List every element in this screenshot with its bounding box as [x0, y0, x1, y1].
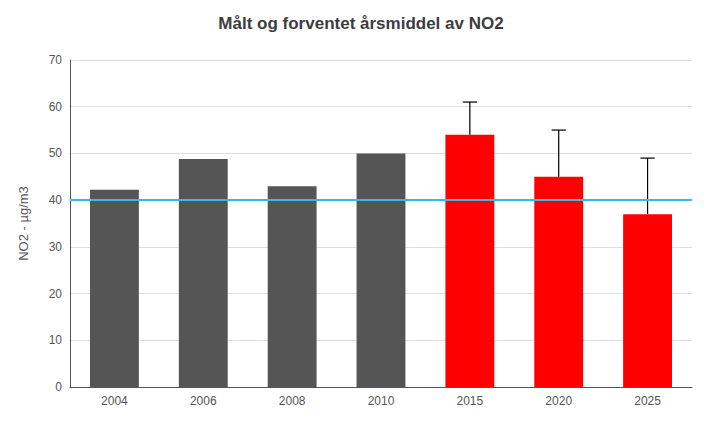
svg-text:Målt og forventet årsmiddel av: Målt og forventet årsmiddel av NO2 — [218, 14, 503, 33]
svg-text:70: 70 — [49, 53, 63, 67]
svg-text:20: 20 — [49, 287, 63, 301]
svg-text:2010: 2010 — [368, 394, 395, 408]
svg-text:2008: 2008 — [279, 394, 306, 408]
svg-text:0: 0 — [55, 380, 62, 394]
svg-text:2015: 2015 — [457, 394, 484, 408]
svg-text:2004: 2004 — [101, 394, 128, 408]
svg-text:10: 10 — [49, 333, 63, 347]
svg-text:NO2 - µg/m3: NO2 - µg/m3 — [16, 186, 31, 261]
svg-text:30: 30 — [49, 240, 63, 254]
svg-text:40: 40 — [49, 193, 63, 207]
svg-text:60: 60 — [49, 100, 63, 114]
svg-text:50: 50 — [49, 146, 63, 160]
svg-text:2020: 2020 — [545, 394, 572, 408]
svg-text:2006: 2006 — [190, 394, 217, 408]
svg-text:2025: 2025 — [634, 394, 661, 408]
